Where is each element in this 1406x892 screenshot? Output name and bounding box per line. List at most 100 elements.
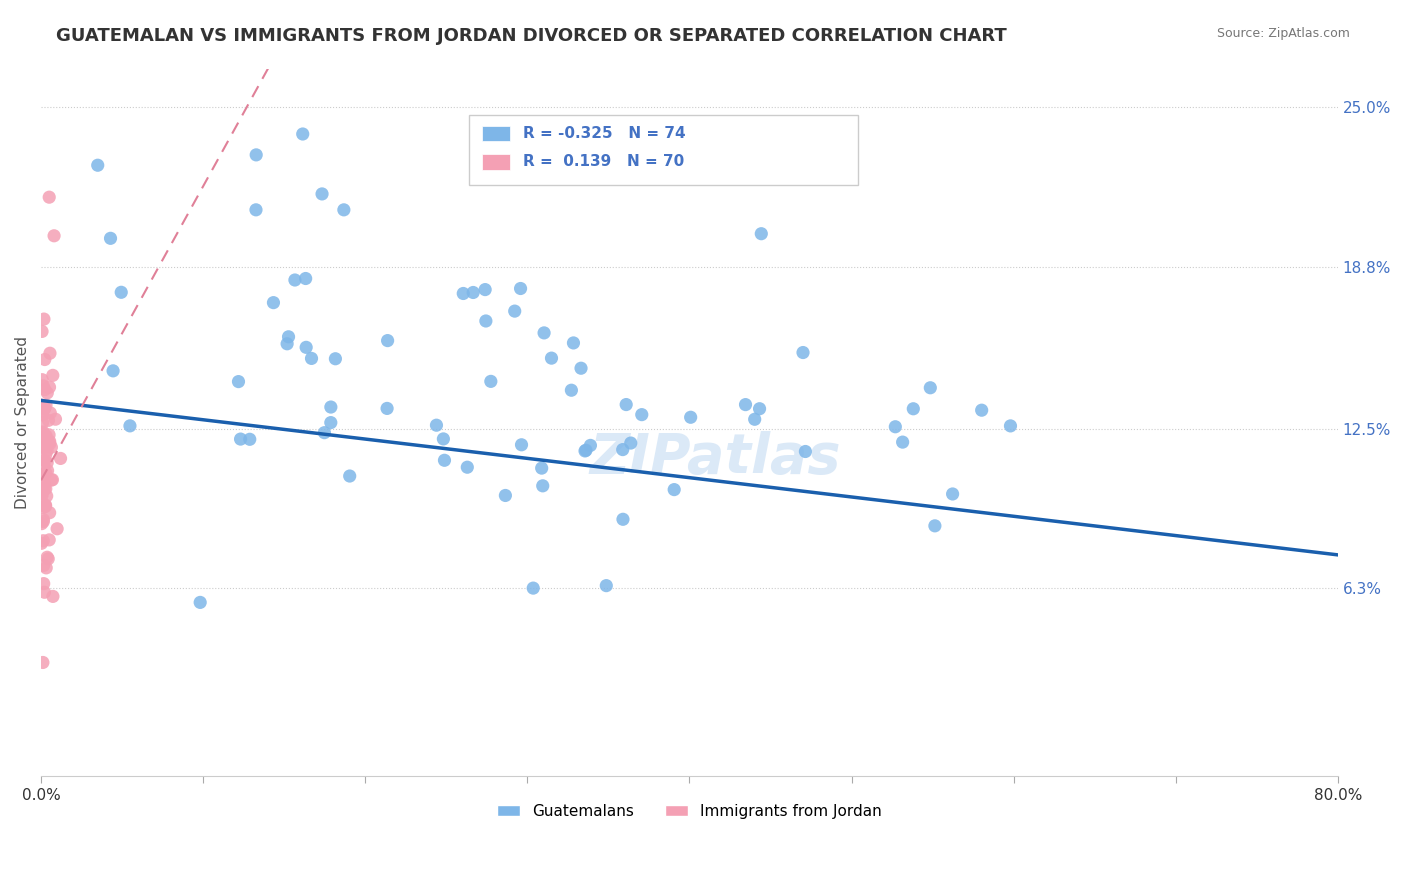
Immigrants from Jordan bbox=[31, 325, 53, 339]
Immigrants from Jordan bbox=[31, 398, 53, 412]
Immigrants from Jordan bbox=[37, 436, 59, 450]
Guatemalans bbox=[748, 401, 770, 416]
Immigrants from Jordan bbox=[32, 425, 55, 439]
Immigrants from Jordan bbox=[32, 404, 55, 418]
Immigrants from Jordan bbox=[32, 475, 55, 489]
Text: GUATEMALAN VS IMMIGRANTS FROM JORDAN DIVORCED OR SEPARATED CORRELATION CHART: GUATEMALAN VS IMMIGRANTS FROM JORDAN DIV… bbox=[56, 27, 1007, 45]
Guatemalans bbox=[970, 403, 993, 417]
Immigrants from Jordan bbox=[35, 482, 58, 496]
Guatemalans bbox=[562, 335, 585, 350]
Guatemalans bbox=[1000, 418, 1022, 433]
Immigrants from Jordan bbox=[34, 401, 56, 416]
Immigrants from Jordan bbox=[42, 368, 65, 383]
Immigrants from Jordan bbox=[37, 456, 59, 470]
Guatemalans bbox=[277, 330, 299, 344]
Guatemalans bbox=[295, 340, 318, 354]
Immigrants from Jordan bbox=[41, 473, 63, 487]
Guatemalans bbox=[239, 432, 262, 446]
Y-axis label: Divorced or Separated: Divorced or Separated bbox=[15, 336, 30, 508]
Immigrants from Jordan bbox=[37, 464, 59, 478]
Guatemalans bbox=[291, 127, 314, 141]
Immigrants from Jordan bbox=[41, 473, 63, 487]
Immigrants from Jordan bbox=[42, 590, 65, 604]
Guatemalans bbox=[474, 283, 496, 297]
Immigrants from Jordan bbox=[39, 436, 62, 450]
Immigrants from Jordan bbox=[34, 383, 56, 397]
Guatemalans bbox=[794, 444, 817, 458]
Immigrants from Jordan bbox=[31, 484, 53, 499]
Guatemalans bbox=[319, 416, 342, 430]
Immigrants from Jordan bbox=[34, 500, 56, 514]
Guatemalans bbox=[311, 186, 333, 201]
Immigrants from Jordan bbox=[38, 434, 60, 449]
Immigrants from Jordan bbox=[31, 536, 53, 550]
Legend: Guatemalans, Immigrants from Jordan: Guatemalans, Immigrants from Jordan bbox=[491, 798, 887, 825]
Guatemalans bbox=[510, 438, 533, 452]
Guatemalans bbox=[294, 271, 316, 285]
Guatemalans bbox=[276, 336, 298, 351]
Guatemalans bbox=[110, 285, 132, 300]
Immigrants from Jordan bbox=[35, 448, 58, 462]
Immigrants from Jordan bbox=[32, 379, 55, 393]
Guatemalans bbox=[630, 408, 652, 422]
Immigrants from Jordan bbox=[38, 533, 60, 547]
Guatemalans bbox=[884, 419, 907, 434]
Immigrants from Jordan bbox=[34, 585, 56, 599]
Bar bbox=[482, 154, 510, 169]
Guatemalans bbox=[531, 479, 554, 493]
Immigrants from Jordan bbox=[46, 522, 69, 536]
Guatemalans bbox=[509, 281, 531, 295]
Text: Source: ZipAtlas.com: Source: ZipAtlas.com bbox=[1216, 27, 1350, 40]
Immigrants from Jordan bbox=[39, 346, 62, 360]
Immigrants from Jordan bbox=[31, 486, 53, 500]
Immigrants from Jordan bbox=[31, 408, 53, 422]
Immigrants from Jordan bbox=[34, 498, 56, 512]
Immigrants from Jordan bbox=[34, 499, 56, 513]
Guatemalans bbox=[325, 351, 347, 366]
Immigrants from Jordan bbox=[37, 550, 59, 565]
Immigrants from Jordan bbox=[41, 440, 63, 454]
Guatemalans bbox=[575, 443, 598, 458]
Guatemalans bbox=[522, 581, 544, 595]
Guatemalans bbox=[620, 436, 643, 450]
Guatemalans bbox=[560, 383, 582, 397]
Immigrants from Jordan bbox=[32, 558, 55, 573]
Immigrants from Jordan bbox=[32, 456, 55, 470]
Guatemalans bbox=[245, 202, 267, 217]
Immigrants from Jordan bbox=[49, 451, 72, 466]
Guatemalans bbox=[339, 469, 361, 483]
Immigrants from Jordan bbox=[31, 488, 53, 502]
Immigrants from Jordan bbox=[32, 441, 55, 455]
Guatemalans bbox=[100, 231, 122, 245]
Bar bbox=[470, 114, 858, 186]
Guatemalans bbox=[229, 432, 252, 446]
Text: R =  0.139   N = 70: R = 0.139 N = 70 bbox=[523, 154, 685, 169]
Guatemalans bbox=[595, 579, 617, 593]
Guatemalans bbox=[245, 148, 267, 162]
Immigrants from Jordan bbox=[34, 430, 56, 444]
Immigrants from Jordan bbox=[31, 416, 53, 430]
Guatemalans bbox=[942, 487, 965, 501]
Immigrants from Jordan bbox=[37, 443, 59, 458]
Immigrants from Jordan bbox=[32, 312, 55, 326]
Immigrants from Jordan bbox=[35, 561, 58, 575]
Guatemalans bbox=[533, 326, 555, 340]
Guatemalans bbox=[574, 444, 596, 458]
Immigrants from Jordan bbox=[42, 228, 65, 243]
Guatemalans bbox=[262, 295, 284, 310]
Guatemalans bbox=[924, 519, 946, 533]
Immigrants from Jordan bbox=[31, 500, 53, 515]
Guatemalans bbox=[664, 483, 686, 497]
Guatemalans bbox=[744, 412, 766, 426]
Immigrants from Jordan bbox=[31, 373, 53, 387]
Immigrants from Jordan bbox=[38, 190, 60, 204]
Guatemalans bbox=[188, 595, 211, 609]
Guatemalans bbox=[891, 435, 914, 450]
Immigrants from Jordan bbox=[38, 427, 60, 442]
Guatemalans bbox=[87, 158, 110, 172]
Guatemalans bbox=[228, 375, 250, 389]
Guatemalans bbox=[432, 432, 454, 446]
Immigrants from Jordan bbox=[37, 551, 59, 566]
Guatemalans bbox=[792, 345, 814, 359]
Guatemalans bbox=[614, 398, 637, 412]
